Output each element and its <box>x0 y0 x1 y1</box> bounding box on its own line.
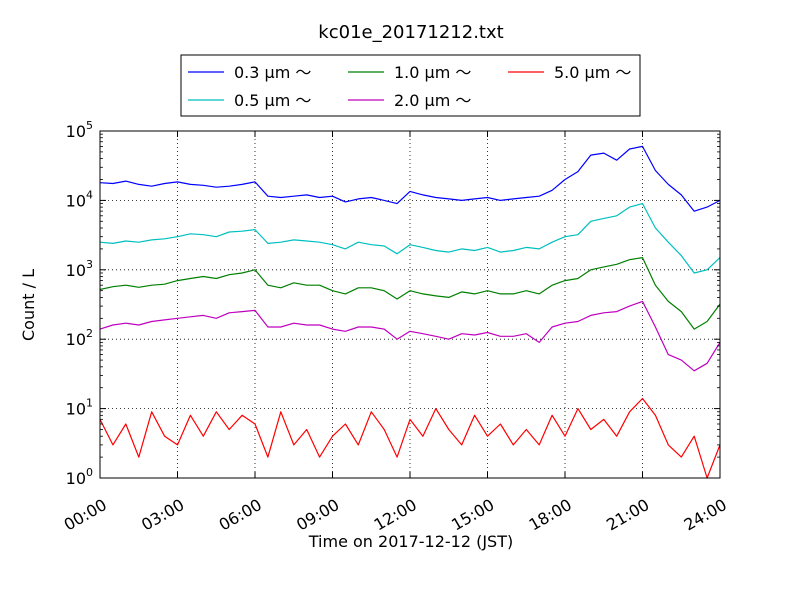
series-line-1 <box>99 145 721 212</box>
plot-area <box>99 145 721 479</box>
x-tick-label: 21:00 <box>603 495 652 535</box>
x-tick-label: 03:00 <box>138 495 187 535</box>
y-tick-base: 10 <box>66 330 86 349</box>
x-tick-label: 09:00 <box>293 495 342 535</box>
y-axis-label: Count / L <box>19 269 38 341</box>
y-tick-label: 100 <box>66 466 93 488</box>
legend-box <box>180 54 641 117</box>
x-tick-label: 06:00 <box>216 495 265 535</box>
chart-title: kc01e_20171212.txt <box>318 22 503 43</box>
y-tick-base: 10 <box>66 261 86 280</box>
x-tick-label: 12:00 <box>371 495 420 535</box>
legend-label-5: 5.0 μm ～ <box>554 63 631 82</box>
grid-lines <box>100 131 720 478</box>
y-tick-exponent: 3 <box>86 258 93 271</box>
series-line-2 <box>99 203 721 274</box>
series-line-4 <box>99 300 721 372</box>
y-tick-label: 101 <box>66 397 93 419</box>
legend-label-2: 0.5 μm ～ <box>234 91 311 110</box>
y-tick-label: 102 <box>66 327 93 349</box>
y-tick-base: 10 <box>66 191 86 210</box>
x-tick-label: 18:00 <box>526 495 575 535</box>
legend: 0.3 μm ～ 0.5 μm ～ 1.0 μm ～ 2.0 μm ～ 5.0 μm ～ <box>180 54 641 117</box>
legend-label-3: 1.0 μm ～ <box>394 63 471 82</box>
y-tick-exponent: 5 <box>86 119 93 132</box>
y-tick-exponent: 2 <box>86 327 93 340</box>
y-tick-base: 10 <box>66 400 86 419</box>
series-line-5 <box>99 397 721 479</box>
legend-label-1: 0.3 μm ～ <box>234 63 311 82</box>
x-tick-label: 15:00 <box>448 495 497 535</box>
x-tick-label: 24:00 <box>681 495 730 535</box>
y-tick-exponent: 1 <box>86 397 93 410</box>
x-tick-label: 00:00 <box>61 495 110 535</box>
series-line-3 <box>99 257 721 330</box>
y-tick-label: 105 <box>66 119 93 141</box>
x-axis: 00:00 03:00 06:00 09:00 12:00 15:00 18:00 21:00… <box>61 131 730 535</box>
y-tick-label: 104 <box>66 188 93 210</box>
y-tick-base: 10 <box>66 122 86 141</box>
y-tick-base: 10 <box>66 469 86 488</box>
x-axis-label: Time on 2017-12-12 (JST) <box>308 532 513 551</box>
y-tick-exponent: 0 <box>86 466 93 479</box>
y-tick-exponent: 4 <box>86 188 93 201</box>
legend-label-4: 2.0 μm ～ <box>394 91 471 110</box>
y-tick-label: 103 <box>66 258 93 280</box>
